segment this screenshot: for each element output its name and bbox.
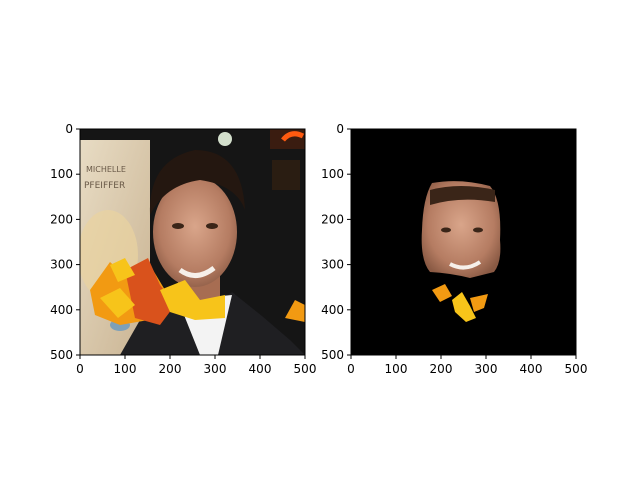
right-x-tick-label: 100 xyxy=(385,362,408,376)
left-x-tick-label: 300 xyxy=(204,362,227,376)
right-y-tick-label: 100 xyxy=(321,167,344,181)
leaf-overlay xyxy=(90,258,305,325)
left-y-tick-label: 200 xyxy=(50,212,73,226)
left-y-tick-label: 0 xyxy=(65,122,73,136)
right-x-tick-label: 300 xyxy=(475,362,498,376)
right-y-tick-label: 200 xyxy=(321,212,344,226)
right-x-tick-label: 200 xyxy=(430,362,453,376)
left-x-tick-label: 400 xyxy=(249,362,272,376)
left-x-tick-label: 0 xyxy=(76,362,84,376)
right-y-tick-label: 300 xyxy=(321,258,344,272)
right-image xyxy=(351,129,576,355)
left-x-tick-label: 500 xyxy=(294,362,317,376)
left-x-tick-label: 200 xyxy=(159,362,182,376)
right-y-tick-label: 500 xyxy=(321,348,344,362)
poster-text-1: MICHELLE xyxy=(86,165,126,174)
right-axes-frame xyxy=(350,128,577,356)
left-y-tick-label: 500 xyxy=(50,348,73,362)
left-x-tick-label: 100 xyxy=(114,362,137,376)
right-x-tick-label: 500 xyxy=(565,362,588,376)
right-y-tick-label: 0 xyxy=(336,122,344,136)
face xyxy=(153,177,237,287)
left-y-tick-label: 400 xyxy=(50,303,73,317)
right-x-tick-label: 400 xyxy=(520,362,543,376)
left-axes-frame xyxy=(79,128,306,356)
poster-text-2: PFEIFFER xyxy=(84,181,125,191)
right-x-tick-label: 0 xyxy=(347,362,355,376)
face-mask xyxy=(421,181,501,278)
right-y-tick-label: 400 xyxy=(321,303,344,317)
left-y-tick-label: 300 xyxy=(50,258,73,272)
left-image: MICHELLE PFEIFFER xyxy=(80,129,305,355)
mask-leaf-fragments xyxy=(432,284,488,322)
left-y-tick-label: 100 xyxy=(50,167,73,181)
hair xyxy=(149,150,245,215)
